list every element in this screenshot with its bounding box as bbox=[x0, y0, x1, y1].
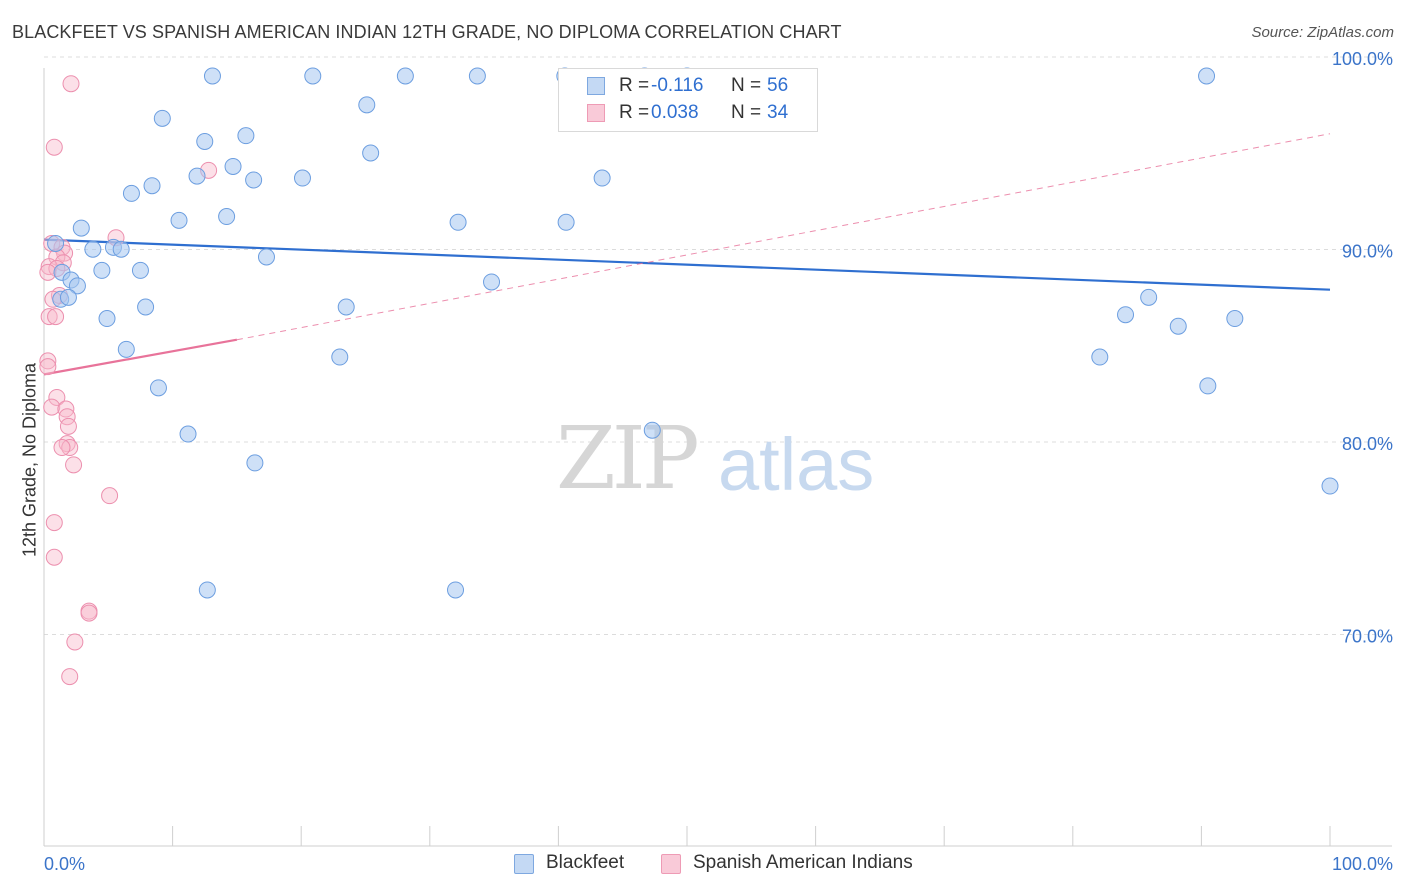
blackfeet-point bbox=[396, 67, 414, 85]
blackfeet-point bbox=[143, 177, 161, 195]
blackfeet-point bbox=[468, 67, 486, 85]
spanish-american-indians-point bbox=[65, 456, 83, 474]
blackfeet-point bbox=[170, 211, 188, 229]
blackfeet-legend-swatch bbox=[514, 854, 534, 874]
blackfeet-point bbox=[1199, 377, 1217, 395]
blackfeet-point bbox=[112, 240, 130, 258]
watermark-zip: ZIP bbox=[556, 409, 697, 509]
blackfeet-point bbox=[246, 454, 264, 472]
spanish-american-indians-point bbox=[62, 75, 80, 93]
blackfeet-point bbox=[362, 144, 380, 162]
y-tick-label: 100.0% bbox=[1332, 49, 1393, 69]
blackfeet-point bbox=[358, 96, 376, 114]
spanish-trend-extension bbox=[236, 133, 1331, 341]
legend-r-value: 0.038 bbox=[651, 102, 699, 123]
y-tick-label: 90.0% bbox=[1342, 242, 1393, 262]
spanish-american-indians-point bbox=[59, 417, 77, 435]
spanish-american-indians-point bbox=[39, 352, 57, 370]
spanish-american-indians-legend-swatch bbox=[661, 854, 681, 874]
spanish-american-indians-point bbox=[61, 668, 79, 686]
blackfeet-point bbox=[188, 167, 206, 185]
blackfeet-point bbox=[98, 310, 116, 328]
blackfeet-point bbox=[179, 425, 197, 443]
blackfeet-point bbox=[304, 67, 322, 85]
blackfeet-point bbox=[153, 109, 171, 127]
legend-r-value: -0.116 bbox=[651, 75, 704, 96]
blackfeet-point bbox=[1321, 477, 1339, 495]
spanish-american-indians-legend-label: Spanish American Indians bbox=[693, 852, 913, 873]
blackfeet-point bbox=[131, 261, 149, 279]
blackfeet-point bbox=[245, 171, 263, 189]
spanish-american-indians-point bbox=[39, 263, 57, 281]
spanish-american-indians-point bbox=[80, 604, 98, 622]
blackfeet-point bbox=[59, 288, 77, 306]
spanish-american-indians-point bbox=[45, 138, 63, 156]
blackfeet-point bbox=[93, 261, 111, 279]
blackfeet-point bbox=[1226, 310, 1244, 328]
legend-n-label: N = bbox=[731, 75, 762, 96]
legend-r-label: R = bbox=[619, 75, 650, 96]
blackfeet-point bbox=[117, 340, 135, 358]
blackfeet-point bbox=[643, 421, 661, 439]
blackfeet-legend-label: Blackfeet bbox=[546, 852, 625, 873]
blackfeet-point bbox=[1117, 306, 1135, 324]
blackfeet-point bbox=[337, 298, 355, 316]
watermark-atlas: atlas bbox=[718, 423, 874, 506]
blackfeet-point bbox=[237, 127, 255, 145]
legend-n-label: N = bbox=[731, 102, 762, 123]
blackfeet-point bbox=[593, 169, 611, 187]
blackfeet-point bbox=[1091, 348, 1109, 366]
y-tick-label: 80.0% bbox=[1342, 434, 1393, 454]
blackfeet-point bbox=[1198, 67, 1216, 85]
blackfeet-point bbox=[257, 248, 275, 266]
y-tick-label: 70.0% bbox=[1342, 627, 1393, 647]
spanish-american-indians-point bbox=[66, 633, 84, 651]
spanish-american-indians-point bbox=[47, 308, 65, 326]
chart-title: BLACKFEET VS SPANISH AMERICAN INDIAN 12T… bbox=[12, 22, 842, 42]
spanish-american-indians-point bbox=[53, 439, 71, 457]
blackfeet-point bbox=[68, 277, 86, 295]
blackfeet-swatch bbox=[587, 77, 605, 95]
blackfeet-point bbox=[218, 208, 236, 226]
blackfeet-point bbox=[447, 581, 465, 599]
blackfeet-point bbox=[203, 67, 221, 85]
legend-r-label: R = bbox=[619, 102, 650, 123]
blackfeet-point bbox=[47, 234, 65, 252]
spanish-american-indians-point bbox=[45, 548, 63, 566]
spanish-trend-line bbox=[43, 338, 238, 376]
blackfeet-point bbox=[72, 219, 90, 237]
blackfeet-point bbox=[1140, 288, 1158, 306]
spanish-american-indians-point bbox=[45, 514, 63, 532]
blackfeet-point bbox=[483, 273, 501, 291]
blackfeet-point bbox=[224, 157, 242, 175]
spanish-american-indians-point bbox=[101, 487, 119, 505]
chart-source: Source: ZipAtlas.com bbox=[1251, 24, 1394, 41]
blackfeet-point bbox=[84, 240, 102, 258]
legend-n-value: 56 bbox=[767, 75, 789, 96]
blackfeet-point bbox=[1169, 317, 1187, 335]
spanish-american-indians-point bbox=[40, 308, 58, 326]
spanish-american-indians-point bbox=[48, 388, 66, 406]
blackfeet-point bbox=[122, 184, 140, 202]
blackfeet-point bbox=[198, 581, 216, 599]
blackfeet-point bbox=[557, 213, 575, 231]
blackfeet-trend-line bbox=[43, 238, 1331, 291]
x-tick-label-min: 0.0% bbox=[44, 854, 85, 874]
spanish-american-indians-point bbox=[39, 358, 57, 376]
y-axis-label: 12th Grade, No Diploma bbox=[19, 362, 40, 558]
legend-n-value: 34 bbox=[767, 102, 789, 123]
blackfeet-point bbox=[293, 169, 311, 187]
spanish-american-indians-point bbox=[43, 398, 61, 416]
blackfeet-point bbox=[149, 379, 167, 397]
blackfeet-point bbox=[331, 348, 349, 366]
blackfeet-point bbox=[449, 213, 467, 231]
blackfeet-point bbox=[196, 132, 214, 150]
blackfeet-point bbox=[137, 298, 155, 316]
x-tick-label-max: 100.0% bbox=[1332, 854, 1393, 874]
spanish-american-indians-swatch bbox=[587, 104, 605, 122]
stats-legend: R = -0.116 N = 56 R = 0.038 N = 34 bbox=[558, 68, 818, 132]
